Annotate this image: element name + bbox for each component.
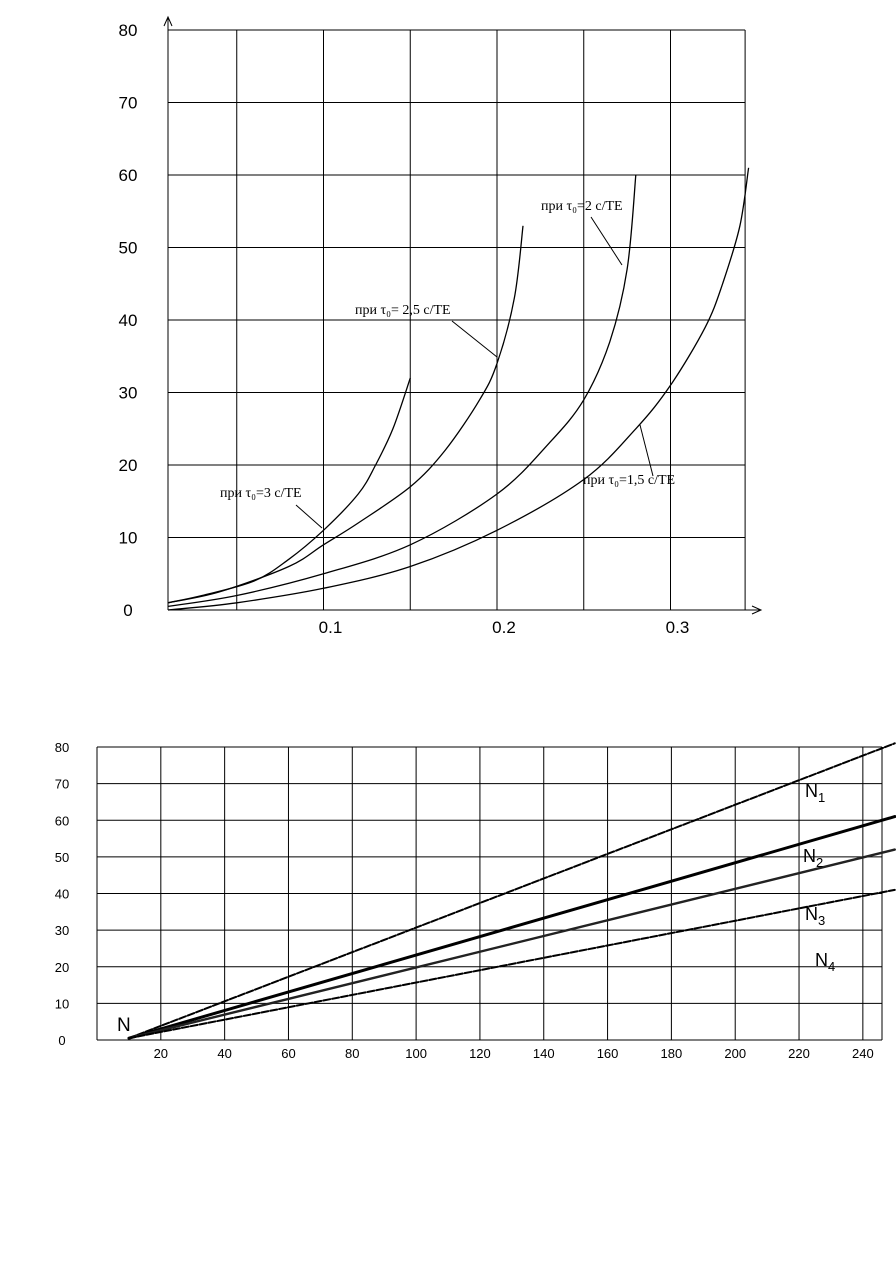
chart1-series-2-line [167, 225, 524, 604]
chart2-y-tick-label: 80 [55, 740, 69, 755]
chart-1: 0 10 20 30 40 50 60 70 80 0.1 0.2 0.3 при τ₀=3 с/ТЕ п… [119, 15, 763, 637]
chart1-x-tick-label: 0.2 [492, 618, 516, 637]
chart2-x-tick-label: 180 [661, 1046, 683, 1061]
chart-2: 0 10 20 30 40 50 60 70 80 20 40 60 80 100 120 140 160 180… [55, 740, 896, 1061]
chart1-y-tick-label: 30 [119, 384, 138, 403]
chart1-annotation-label: при τ₀=1,5 с/ТЕ [583, 473, 675, 488]
chart1-y-tick-label: 60 [119, 166, 138, 185]
chart1-annotation-label: при τ₀=2 с/ТЕ [541, 199, 623, 214]
chart2-series-n1-line [127, 742, 896, 1040]
chart1-y-tick-label: 0 [123, 601, 132, 620]
chart2-y-tick-label: 0 [58, 1033, 65, 1048]
chart2-x-tick-label: 240 [852, 1046, 874, 1061]
chart1-y-tick-label: 70 [119, 94, 138, 113]
chart1-annotation-leader [639, 424, 654, 477]
chart1-y-axis-arrow [163, 15, 173, 27]
chart2-y-tick-label: 50 [55, 850, 69, 865]
chart1-annotation-leader [295, 504, 323, 529]
chart2-y-tick-label: 30 [55, 923, 69, 938]
chart1-series-1-line [167, 377, 411, 604]
chart2-x-tick-label: 140 [533, 1046, 555, 1061]
chart2-series-n4-line [127, 888, 896, 1040]
chart2-series-label-n2: N2 [803, 846, 823, 870]
chart1-series-4-line [167, 167, 750, 611]
chart2-y-tick-label: 60 [55, 813, 69, 828]
chart2-series-n2-line [127, 815, 896, 1040]
chart1-annotation-label: при τ₀= 2,5 с/ТЕ [355, 303, 451, 318]
chart1-annotation-leader [451, 320, 498, 358]
chart2-x-tick-label: 220 [788, 1046, 810, 1061]
chart2-point-label: N [117, 1015, 131, 1036]
chart2-x-tick-label: 200 [724, 1046, 746, 1061]
chart2-series-label-n1: N1 [805, 781, 825, 805]
chart2-series-label-n4: N4 [815, 950, 835, 974]
chart2-y-tick-label: 20 [55, 960, 69, 975]
chart2-x-tick-label: 160 [597, 1046, 619, 1061]
chart2-x-tick-label: 40 [217, 1046, 231, 1061]
chart2-y-tick-label: 40 [55, 887, 69, 902]
chart1-y-tick-label: 40 [119, 311, 138, 330]
chart2-y-tick-label: 10 [55, 996, 69, 1011]
chart1-annotation-leader [590, 216, 623, 266]
chart1-x-tick-label: 0.3 [666, 618, 690, 637]
chart1-y-tick-label: 10 [119, 529, 138, 548]
chart2-x-tick-label: 80 [345, 1046, 359, 1061]
chart1-series-3-line [167, 174, 637, 608]
chart2-x-tick-label: 60 [281, 1046, 295, 1061]
chart1-y-tick-label: 20 [119, 456, 138, 475]
chart2-y-tick-label: 70 [55, 777, 69, 792]
chart2-series-label-n3: N3 [805, 904, 825, 928]
chart2-x-tick-label: 20 [154, 1046, 168, 1061]
chart1-y-tick-label: 80 [119, 21, 138, 40]
chart1-x-tick-label: 0.1 [319, 618, 343, 637]
chart2-x-tick-label: 100 [405, 1046, 427, 1061]
chart1-x-axis-arrow [751, 605, 763, 615]
chart1-annotation-label: при τ₀=3 с/ТЕ [220, 486, 302, 501]
chart1-y-tick-label: 50 [119, 239, 138, 258]
chart2-x-tick-label: 120 [469, 1046, 491, 1061]
chart2-series-n3-line [127, 848, 896, 1040]
